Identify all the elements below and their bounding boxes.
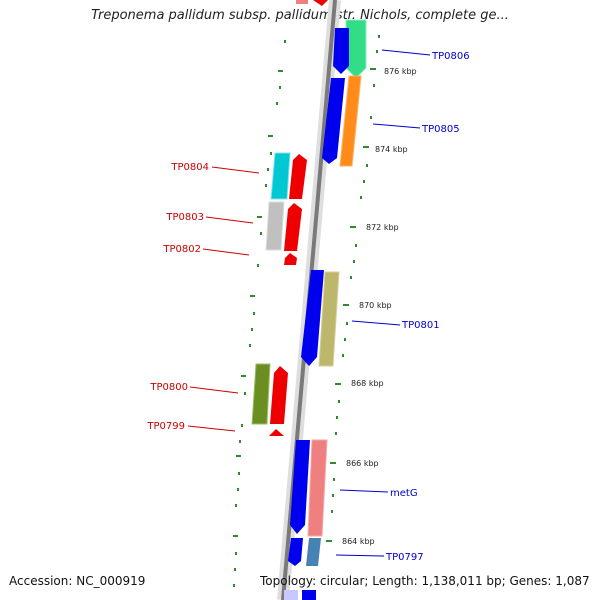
- kbp-label-872: 872 kbp: [366, 223, 399, 232]
- gene-label-tp0799[interactable]: TP0799: [146, 421, 185, 432]
- gene-label-tp0806[interactable]: TP0806: [431, 51, 470, 62]
- reverse-gene-labels: TP0804 TP0803 TP0802 TP0800 TP0799: [146, 162, 209, 432]
- kbp-label-866: 866 kbp: [346, 459, 379, 468]
- gene-label-tp0801[interactable]: TP0801: [401, 320, 440, 331]
- gene-metg-cds[interactable]: [290, 440, 310, 534]
- kbp-label-874: 874 kbp: [375, 145, 408, 154]
- gene-tp0804-cds[interactable]: [289, 154, 307, 199]
- forward-gene-labels: TP0806 TP0805 TP0801 metG TP0797: [385, 51, 470, 563]
- gene-label-tp0805[interactable]: TP0805: [421, 124, 460, 135]
- forward-strand-features: [288, 19, 367, 600]
- kbp-label-870: 870 kbp: [359, 301, 392, 310]
- gene-tp0805-feature[interactable]: [339, 75, 362, 167]
- map-title: Treponema pallidum subsp. pallidum str. …: [91, 8, 509, 23]
- reverse-strand-features: [251, 0, 328, 600]
- gene-tp0802-cds[interactable]: [284, 253, 297, 265]
- gene-tp0800-cds[interactable]: [270, 366, 288, 424]
- gene-tp0797-cds[interactable]: [288, 538, 303, 566]
- gene-tp0803-feature[interactable]: [265, 201, 285, 251]
- gene-label-metg[interactable]: metG: [390, 488, 418, 499]
- inner-dotted-ruler: [233, 40, 286, 587]
- gene-label-tp0797[interactable]: TP0797: [385, 552, 424, 563]
- top-red-arrow: [313, 0, 328, 6]
- kbp-label-864: 864 kbp: [342, 537, 375, 546]
- accession-info: Accession: NC_000919: [9, 574, 146, 588]
- kbp-label-876: 876 kbp: [384, 67, 417, 76]
- genome-summary: Topology: circular; Length: 1,138,011 bp…: [260, 574, 590, 588]
- gene-label-tp0804[interactable]: TP0804: [170, 162, 209, 173]
- gene-tp0805-cds[interactable]: [322, 78, 345, 164]
- gene-tp0804-feature[interactable]: [270, 152, 291, 200]
- gene-metg-feature[interactable]: [307, 439, 328, 537]
- gene-tp0806-cds[interactable]: [333, 28, 349, 74]
- gene-label-tp0802[interactable]: TP0802: [162, 244, 201, 255]
- gene-tp0797-feature[interactable]: [306, 538, 321, 566]
- gene-label-tp0800[interactable]: TP0800: [149, 382, 188, 393]
- kbp-tick-labels: 876 kbp 874 kbp 872 kbp 870 kbp 868 kbp …: [342, 67, 417, 546]
- gene-tp0803-cds[interactable]: [284, 203, 302, 251]
- outer-dotted-ruler: [326, 35, 380, 542]
- gene-tp0801-cds[interactable]: [301, 270, 324, 366]
- gene-tp0801-feature[interactable]: [318, 271, 340, 367]
- label-callout-lines: [187, 49, 431, 557]
- gene-label-tp0803[interactable]: TP0803: [165, 212, 204, 223]
- gene-tp0799-cds[interactable]: [269, 429, 284, 436]
- gene-tp0800-feature[interactable]: [251, 363, 271, 425]
- kbp-label-868: 868 kbp: [351, 379, 384, 388]
